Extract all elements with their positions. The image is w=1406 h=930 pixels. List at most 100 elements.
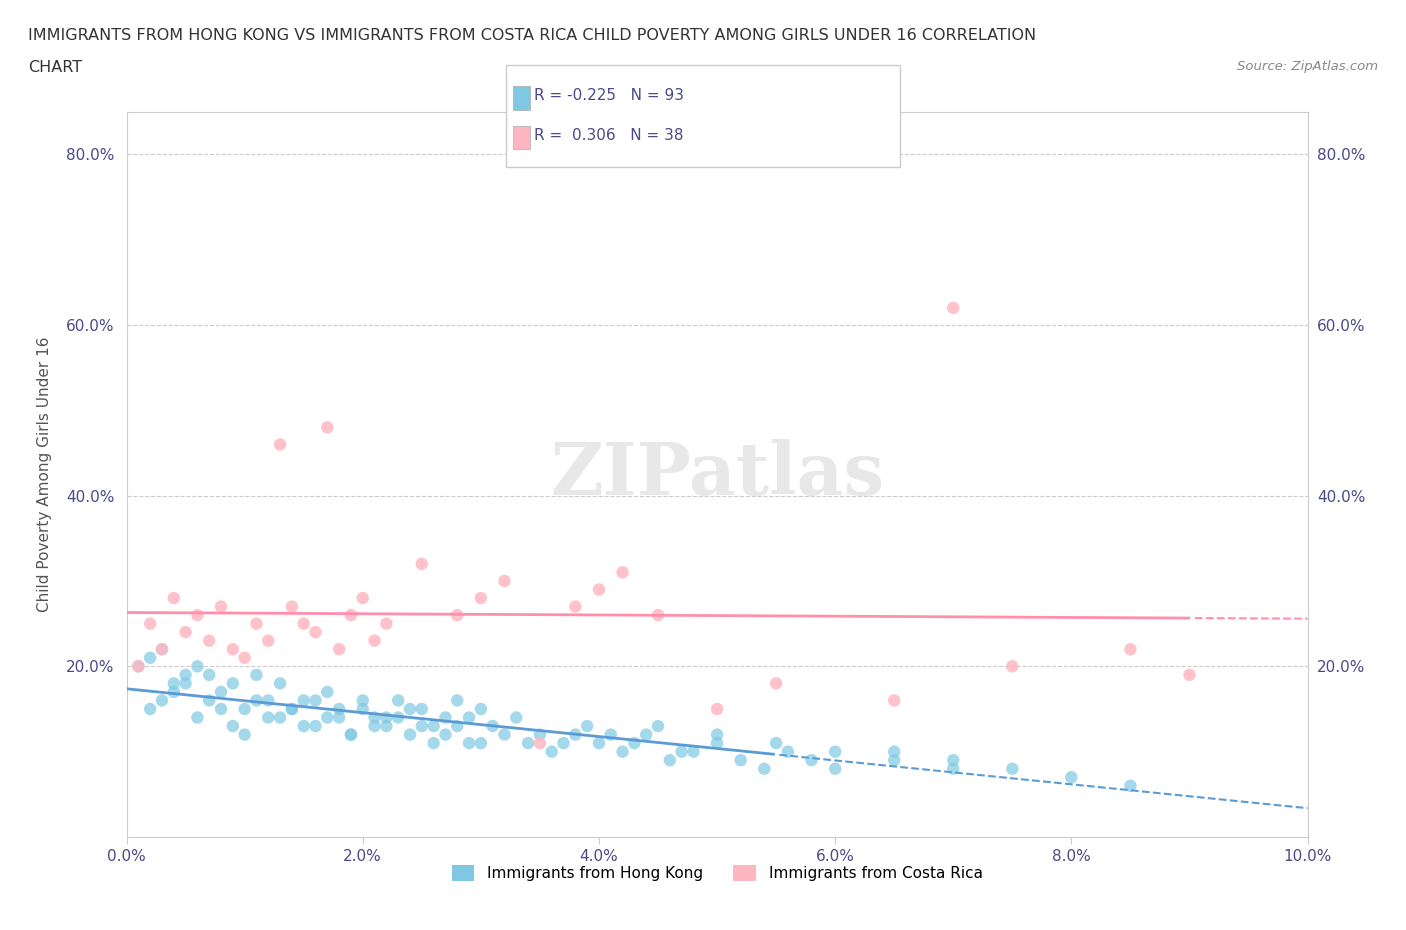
Point <box>446 607 468 622</box>
Point <box>198 668 221 683</box>
Point <box>564 727 586 742</box>
Point <box>127 658 149 673</box>
Point <box>269 437 291 452</box>
Point <box>612 565 634 580</box>
Point <box>328 701 350 716</box>
Text: Source: ZipAtlas.com: Source: ZipAtlas.com <box>1237 60 1378 73</box>
Point <box>340 727 363 742</box>
Point <box>222 642 245 657</box>
Point <box>245 693 267 708</box>
Point <box>375 617 398 631</box>
Point <box>304 719 326 734</box>
Point <box>481 719 503 734</box>
Point <box>328 642 350 657</box>
Point <box>1178 668 1201 683</box>
Point <box>127 658 149 673</box>
Point <box>588 736 610 751</box>
Point <box>1119 778 1142 793</box>
Point <box>765 736 787 751</box>
Point <box>458 736 481 751</box>
Point <box>540 744 562 759</box>
Point <box>222 719 245 734</box>
Point <box>1119 642 1142 657</box>
Point <box>576 719 599 734</box>
Point <box>269 711 291 725</box>
Point <box>411 701 433 716</box>
Point <box>163 684 186 699</box>
Point <box>399 701 422 716</box>
Point <box>553 736 575 751</box>
Text: ZIPatlas: ZIPatlas <box>550 439 884 510</box>
Point <box>730 752 752 767</box>
Point <box>209 701 232 716</box>
Point <box>387 693 409 708</box>
Point <box>434 727 457 742</box>
Point <box>517 736 540 751</box>
Point <box>198 693 221 708</box>
Point <box>494 574 516 589</box>
Point <box>209 599 232 614</box>
Point <box>375 711 398 725</box>
Point <box>942 762 965 777</box>
Point <box>883 744 905 759</box>
Point <box>316 684 339 699</box>
Point <box>706 727 728 742</box>
Point <box>245 668 267 683</box>
Point <box>1060 770 1083 785</box>
Point <box>363 711 385 725</box>
Text: IMMIGRANTS FROM HONG KONG VS IMMIGRANTS FROM COSTA RICA CHILD POVERTY AMONG GIRL: IMMIGRANTS FROM HONG KONG VS IMMIGRANTS … <box>28 28 1036 43</box>
Point <box>636 727 658 742</box>
Point <box>150 693 173 708</box>
Point <box>706 736 728 751</box>
Point <box>281 599 304 614</box>
Point <box>529 736 551 751</box>
Point <box>139 701 162 716</box>
Point <box>340 727 363 742</box>
Point <box>470 591 492 605</box>
Point <box>411 719 433 734</box>
Point <box>304 625 326 640</box>
Point <box>139 617 162 631</box>
Point <box>281 701 304 716</box>
Point <box>375 719 398 734</box>
Point <box>658 752 681 767</box>
Text: CHART: CHART <box>28 60 82 75</box>
Point <box>150 642 173 657</box>
Point <box>671 744 693 759</box>
Point <box>800 752 823 767</box>
Point <box>186 607 208 622</box>
Point <box>564 599 586 614</box>
Point <box>422 719 444 734</box>
Point <box>399 727 422 742</box>
Point <box>186 658 208 673</box>
Point <box>494 727 516 742</box>
Point <box>269 676 291 691</box>
Point <box>387 711 409 725</box>
Text: R =  0.306   N = 38: R = 0.306 N = 38 <box>534 128 683 143</box>
Point <box>446 719 468 734</box>
Y-axis label: Child Poverty Among Girls Under 16: Child Poverty Among Girls Under 16 <box>38 337 52 612</box>
Point <box>647 607 669 622</box>
Point <box>647 719 669 734</box>
Point <box>292 617 315 631</box>
Point <box>529 727 551 742</box>
Point <box>292 693 315 708</box>
Point <box>233 650 256 665</box>
Point <box>233 701 256 716</box>
Point <box>198 633 221 648</box>
Point <box>316 711 339 725</box>
Point <box>174 625 197 640</box>
Point <box>706 701 728 716</box>
Point <box>233 727 256 742</box>
Point <box>1001 762 1024 777</box>
Point <box>292 719 315 734</box>
Text: R = -0.225   N = 93: R = -0.225 N = 93 <box>534 88 685 103</box>
Point <box>257 711 280 725</box>
Point <box>186 711 208 725</box>
Point <box>682 744 704 759</box>
Point <box>446 693 468 708</box>
Point <box>363 633 385 648</box>
Point <box>222 676 245 691</box>
Point <box>411 556 433 571</box>
Point <box>139 650 162 665</box>
